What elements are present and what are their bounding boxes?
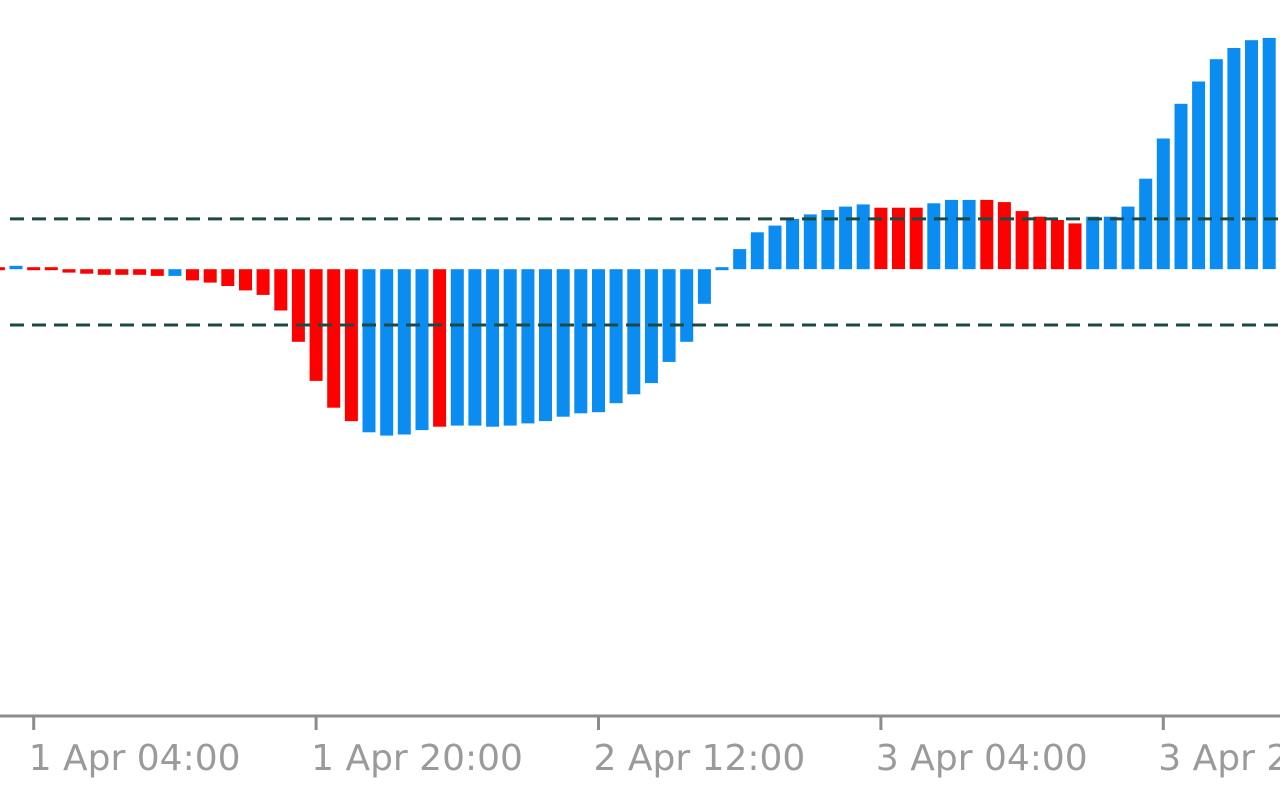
histogram-bar <box>203 269 217 283</box>
histogram-bar <box>1174 103 1188 270</box>
histogram-bar <box>0 267 5 271</box>
histogram-bar <box>415 269 429 431</box>
histogram-bar <box>521 269 535 424</box>
histogram-bar <box>380 269 394 436</box>
histogram-bar <box>803 214 817 270</box>
histogram-bar <box>168 269 182 276</box>
level-lines <box>10 217 1280 327</box>
histogram-bar <box>1139 178 1153 270</box>
histogram-bar <box>839 206 853 270</box>
histogram-bar <box>468 269 482 426</box>
histogram-bar <box>945 199 958 270</box>
histogram-bar <box>786 218 800 270</box>
histogram-bar <box>1262 37 1276 270</box>
histogram-bar <box>44 267 58 271</box>
histogram-bar <box>362 269 376 433</box>
histogram-bar <box>115 269 129 275</box>
histogram-bar <box>980 199 994 270</box>
histogram-bar <box>962 199 976 270</box>
histogram-bar <box>433 269 447 427</box>
histogram-bar <box>221 269 235 286</box>
histogram-bar <box>539 269 552 422</box>
histogram-bar <box>1209 59 1223 270</box>
histogram-bar <box>1103 216 1117 270</box>
histogram-bar <box>291 269 305 342</box>
x-axis-ticks: 1 Apr 04:00 1 Apr 20:00 2 Apr 12:00 3 Apr 0… <box>29 716 1280 779</box>
histogram-bar <box>1227 48 1241 270</box>
x-tick-label: 3 Apr 04:00 <box>876 738 1088 779</box>
histogram-bar <box>397 269 411 435</box>
histogram-bar <box>309 269 323 381</box>
histogram-bar <box>450 269 464 426</box>
histogram-bar <box>97 269 111 275</box>
histogram-bar <box>892 207 905 270</box>
histogram-bar <box>486 269 500 427</box>
histogram-bar <box>344 269 358 422</box>
histogram-bar <box>1121 206 1135 270</box>
histogram-bar <box>909 207 923 270</box>
histogram-bar <box>697 269 711 304</box>
histogram-bar <box>150 269 164 276</box>
histogram-bar <box>1192 81 1206 270</box>
histogram-bar <box>592 269 605 413</box>
histogram-bar <box>256 269 270 295</box>
histogram-bar <box>750 232 764 270</box>
histogram-bar <box>1050 220 1064 270</box>
histogram-bar <box>80 269 94 274</box>
histogram-bar <box>1015 211 1029 270</box>
histogram-bar <box>662 269 676 362</box>
x-tick-label: 1 Apr 20:00 <box>311 738 523 779</box>
histogram-bar <box>574 269 588 414</box>
histogram-bar <box>133 269 147 275</box>
histogram-bar <box>680 269 694 342</box>
bar-series <box>0 37 1276 436</box>
histogram-bar <box>997 202 1011 270</box>
histogram-bar <box>856 204 870 270</box>
x-tick-label: 1 Apr 04:00 <box>29 738 241 779</box>
histogram-bar <box>1086 216 1100 270</box>
histogram-bar <box>1245 40 1258 270</box>
histogram-bar <box>556 269 570 417</box>
histogram-bar <box>733 249 747 270</box>
histogram-bar <box>327 269 341 408</box>
histogram-bar <box>62 269 76 273</box>
histogram-bar <box>627 269 641 395</box>
histogram-bar <box>1156 138 1170 270</box>
histogram-bar <box>768 225 782 270</box>
x-tick-label: 2 Apr 12:00 <box>594 738 806 779</box>
histogram-bar <box>874 207 888 270</box>
histogram-bar <box>715 267 729 271</box>
histogram-bar <box>1068 223 1082 270</box>
histogram-bar <box>503 269 517 426</box>
histogram-bar <box>239 269 252 291</box>
histogram-bar <box>609 269 623 404</box>
histogram-bar <box>927 203 941 270</box>
histogram-bar <box>274 269 288 311</box>
histogram-bar <box>821 210 835 270</box>
x-tick-label: 3 Apr 20:00 <box>1158 738 1280 779</box>
histogram-bar <box>1033 216 1047 270</box>
histogram-bar <box>9 265 23 270</box>
histogram-bar <box>186 269 199 281</box>
histogram-bar <box>27 267 41 271</box>
